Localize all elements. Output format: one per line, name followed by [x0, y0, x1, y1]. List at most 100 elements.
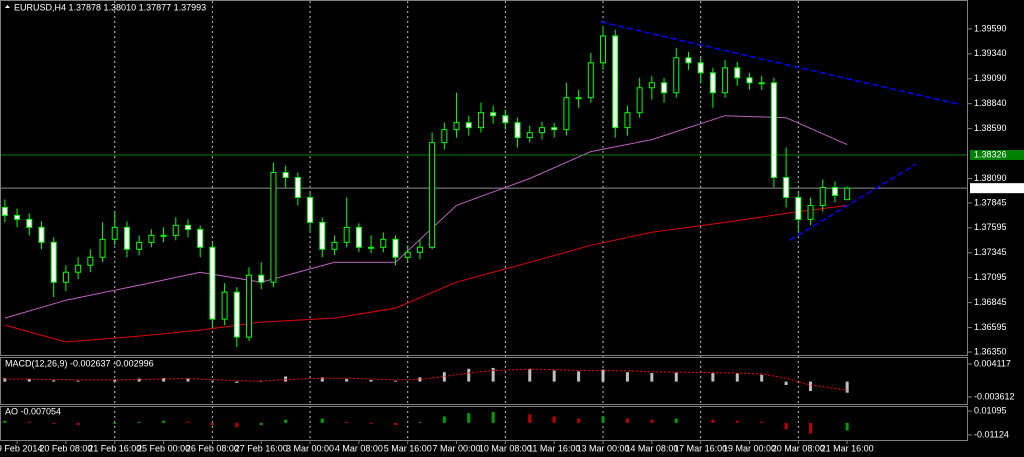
candle-body — [99, 238, 106, 258]
candle-body — [404, 251, 411, 258]
indicator-bar — [3, 378, 7, 382]
indicator-bar — [467, 413, 471, 423]
price-label-box — [970, 149, 1024, 160]
x-tick-label: 20 Mar 08:00 — [772, 443, 825, 453]
candle-body — [563, 97, 570, 131]
candle-body — [661, 82, 668, 94]
candle-body — [697, 62, 704, 74]
y-tick-label: -0.01124 — [974, 429, 1009, 439]
candle-body — [648, 82, 655, 89]
indicator-bar — [418, 377, 422, 382]
y-tick-label: 1.37595 — [974, 222, 1007, 232]
y-tick-label: 0.004117 — [974, 358, 1011, 368]
main-panel-border — [0, 0, 968, 356]
plot: 1.39590 1.39340 1.39090 1.38840 1.38590 1.380… — [0, 21, 1024, 453]
indicator-bar — [528, 368, 532, 382]
candle-body — [490, 112, 497, 117]
candle-body — [355, 226, 362, 248]
indicator-bar — [735, 420, 739, 423]
y-tick-label: 1.37095 — [974, 272, 1007, 282]
candle-body — [758, 82, 765, 85]
candle-body — [612, 35, 619, 129]
candle-body — [294, 177, 301, 198]
x-tick-label: 26 Feb 08:00 — [186, 443, 239, 453]
candle-body — [673, 57, 680, 94]
x-tick-label: 21 Feb 16:00 — [88, 443, 141, 453]
indicator-bar — [809, 422, 813, 434]
candle-body — [136, 241, 143, 250]
x-tick-label: 17 Mar 16:00 — [674, 443, 727, 453]
x-tick-label: 11 Mar 16:00 — [528, 443, 580, 453]
candle-body — [233, 291, 240, 338]
candle-body — [844, 187, 851, 201]
y-tick-label: 1.38090 — [974, 173, 1007, 183]
grid — [114, 1, 799, 440]
indicator-bar — [711, 419, 715, 423]
candle-body — [392, 238, 399, 258]
indicator-bar — [113, 422, 117, 424]
candle-body — [380, 238, 387, 248]
candle-body — [636, 87, 643, 114]
candle-body — [624, 112, 631, 129]
candle-body — [282, 172, 289, 179]
indicator-bar — [76, 422, 80, 426]
candle-body — [184, 224, 191, 230]
chart-title: EURUSD,H4 1.37878 1.38010 1.37877 1.3799… — [14, 2, 206, 12]
candle-body — [465, 122, 472, 129]
candle-body — [343, 226, 350, 243]
x-tick-label: 3 Mar 00:00 — [286, 443, 334, 453]
indicator-bar — [845, 381, 849, 393]
moving-average — [4, 204, 848, 343]
x-tick-label: 19 Feb 2014 — [0, 443, 42, 453]
candle-body — [38, 226, 45, 243]
candle-body — [111, 226, 118, 240]
indicator-bar — [784, 422, 788, 430]
trendline — [789, 163, 916, 241]
indicator-bar — [394, 422, 398, 426]
candle-body — [685, 57, 692, 64]
candle-body — [746, 77, 753, 84]
y-tick-label: 1.36350 — [974, 346, 1007, 356]
candle-body — [441, 129, 448, 144]
indicator-bar — [76, 380, 80, 382]
y-tick-label: 1.37345 — [974, 247, 1007, 257]
indicator-bar — [442, 372, 446, 382]
indicator-bar — [162, 420, 166, 423]
indicator-bar — [369, 379, 373, 382]
price-label-box — [970, 183, 1024, 194]
candle-body — [709, 72, 716, 94]
ao-panel-border — [0, 406, 968, 441]
indicator-bar — [320, 418, 324, 423]
candle-body — [722, 67, 729, 94]
indicator-bar — [711, 373, 715, 382]
indicator-bar — [394, 380, 398, 382]
indicator-bar — [467, 368, 471, 382]
candle-body — [319, 221, 326, 250]
indicator-bar — [601, 369, 605, 382]
indicator-bar — [577, 418, 581, 423]
candle-body — [26, 218, 33, 228]
moving-average — [4, 115, 848, 319]
y-tick-label: 0.01095 — [974, 405, 1007, 415]
x-tick-label: 14 Mar 08:00 — [625, 443, 678, 453]
y-tick-label: 1.37845 — [974, 197, 1007, 207]
indicator-bar — [235, 422, 239, 428]
candle-body — [795, 196, 802, 220]
x-tick-label: 20 Feb 08:00 — [39, 443, 92, 453]
indicator-bar — [235, 381, 239, 383]
indicator-bar — [674, 372, 678, 382]
indicator-bar — [528, 414, 532, 423]
indicator-bar — [27, 379, 31, 382]
trendline — [600, 21, 961, 106]
x-tick-label: 7 Mar 00:00 — [433, 443, 481, 453]
candle-body — [307, 196, 314, 223]
y-tick-label: 1.38590 — [974, 123, 1007, 133]
indicator-bar — [418, 421, 422, 423]
price-label: 1.37993 — [974, 183, 1007, 193]
indicator-bar — [674, 418, 678, 423]
indicator-bar — [345, 379, 349, 382]
indicator-bar — [27, 421, 31, 423]
